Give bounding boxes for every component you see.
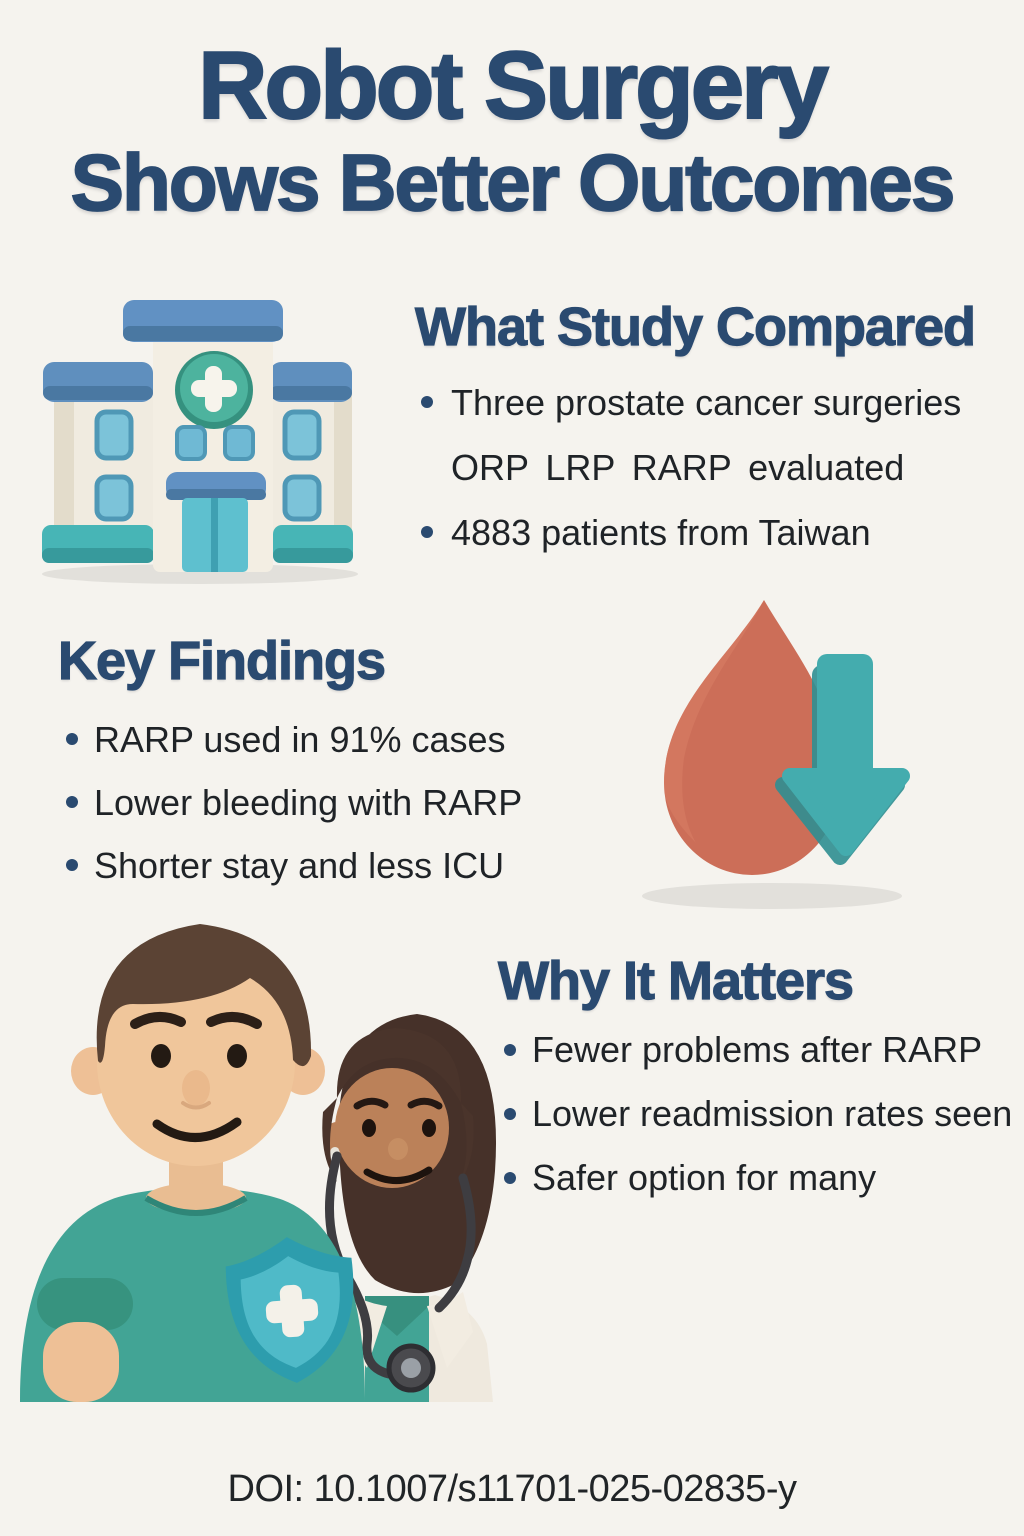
bullet-item: Three prostate cancer surgeries ORP LRP … <box>415 370 1024 500</box>
bullet-list: Fewer problems after RARP Lower readmiss… <box>498 1018 1024 1210</box>
bullet-item: Shorter stay and less ICU <box>58 834 618 897</box>
bullet-text: Shorter stay and less ICU <box>94 845 505 886</box>
doi-reference: DOI: 10.1007/s11701-025-02835-y <box>227 1468 797 1510</box>
bullet-item: Lower readmission rates seen <box>498 1082 1024 1146</box>
hospital-building-icon <box>42 300 358 584</box>
bullet-item: RARP used in 91% cases <box>58 708 618 771</box>
section-heading: Key Findings <box>57 630 386 691</box>
bullet-dot <box>504 1172 516 1184</box>
bullet-text: Three prostate cancer surgeries ORP LRP … <box>451 382 962 488</box>
blood-drop-down-arrow-icon <box>642 600 910 909</box>
bullet-dot <box>421 526 433 538</box>
patient-and-doctor-illustration <box>20 924 497 1402</box>
bullet-text: RARP used in 91% cases <box>94 719 506 760</box>
section-what-study-compared: What Study Compared Three prostate cance… <box>414 296 1024 565</box>
bullet-item: Safer option for many <box>498 1146 1024 1210</box>
bullet-list: Three prostate cancer surgeries ORP LRP … <box>415 370 1024 565</box>
bullet-dot <box>421 396 433 408</box>
bullet-text: 4883 patients from Taiwan <box>451 512 871 553</box>
bullet-item: Lower bleeding with RARP <box>58 771 618 834</box>
bullet-dot <box>504 1108 516 1120</box>
bullet-item: 4883 patients from Taiwan <box>415 500 1024 565</box>
page-title: Robot Surgery Shows Better Outcomes <box>0 32 1024 227</box>
stethoscope-icon <box>325 1151 476 1393</box>
bullet-list: RARP used in 91% cases Lower bleeding wi… <box>58 708 618 897</box>
down-arrow <box>775 654 910 865</box>
section-heading: Why It Matters <box>497 950 854 1011</box>
doctor-figure <box>318 1014 497 1402</box>
section-heading: What Study Compared <box>414 296 976 357</box>
bullet-text: Lower bleeding with RARP <box>94 782 523 823</box>
bullet-text: Lower readmission rates seen <box>532 1093 1013 1134</box>
section-key-findings: Key Findings RARP used in 91% cases Lowe… <box>57 630 618 897</box>
bullet-text: Safer option for many <box>532 1157 877 1198</box>
title-line1: Robot Surgery <box>197 32 830 139</box>
title-line2: Shows Better Outcomes <box>70 137 956 227</box>
bullet-dot <box>66 733 78 745</box>
bullet-text: Fewer problems after RARP <box>532 1029 983 1070</box>
bullet-dot <box>66 859 78 871</box>
section-why-it-matters: Why It Matters Fewer problems after RARP… <box>497 950 1024 1210</box>
bullet-dot <box>504 1044 516 1056</box>
bullet-item: Fewer problems after RARP <box>498 1018 1024 1082</box>
shield-icon <box>225 1237 354 1383</box>
bullet-dot <box>66 796 78 808</box>
